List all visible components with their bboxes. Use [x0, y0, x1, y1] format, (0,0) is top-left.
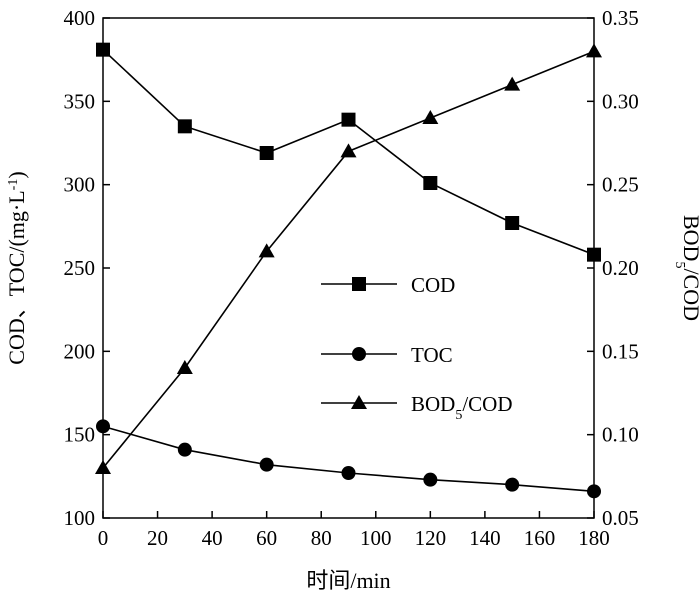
right-y-axis-title-sub: 5 [673, 261, 688, 268]
data-point [258, 243, 275, 258]
left-y-axis-title-main: COD、TOC/(mg·L [4, 190, 29, 364]
legend-label: TOC [411, 343, 453, 367]
left-y-axis-title-sup: -1 [6, 179, 21, 191]
series-triangle [95, 43, 602, 474]
x-tick-label: 40 [202, 526, 223, 550]
legend-label: BOD5/COD [411, 392, 513, 423]
right-y-tick-label: 0.20 [602, 256, 639, 280]
right-y-tick-label: 0.10 [602, 423, 639, 447]
right-y-axis-title-main: BOD [679, 215, 700, 261]
x-axis-title: 时间/min [306, 568, 390, 593]
series-line [102, 425, 595, 493]
data-point [177, 442, 192, 457]
data-point [341, 466, 356, 480]
series-layer [95, 42, 602, 499]
legend-marker [352, 347, 366, 361]
data-point [587, 247, 601, 262]
x-axis: 0 20 40 60 80 100 120 140 160 180 [98, 511, 610, 550]
data-point [96, 419, 110, 434]
right-y-axis-title: BOD5/COD [673, 215, 700, 321]
x-tick-label: 160 [524, 526, 556, 550]
right-y-axis: 0.05 0.10 0.15 0.20 0.25 0.30 0.35 [587, 6, 639, 530]
right-y-tick-label: 0.25 [602, 173, 639, 197]
left-y-tick-label: 250 [64, 256, 96, 280]
legend: COD TOC BOD5/COD [321, 273, 513, 423]
x-tick-label: 20 [147, 526, 168, 550]
x-tick-label: 0 [98, 526, 109, 550]
right-y-axis-title-rest: /COD [679, 268, 700, 321]
data-point [422, 110, 439, 124]
data-point [259, 457, 274, 472]
left-y-axis-title-close: ) [4, 171, 29, 178]
data-point [95, 460, 111, 474]
right-y-tick-label: 0.15 [602, 339, 639, 363]
left-y-axis-title: COD、TOC/(mg·L-1) [4, 171, 29, 364]
data-point [587, 484, 601, 499]
right-y-tick-label: 0.35 [602, 6, 639, 30]
x-tick-label: 80 [311, 526, 332, 550]
data-point [340, 143, 357, 158]
x-tick-label: 120 [415, 526, 447, 550]
data-point [96, 42, 110, 57]
legend-label: COD [411, 273, 455, 297]
data-point [177, 119, 192, 134]
data-point [341, 112, 356, 127]
data-point [505, 477, 520, 492]
data-point [505, 216, 520, 230]
x-tick-label: 60 [256, 526, 277, 550]
legend-marker [351, 395, 367, 409]
left-y-axis: 100 150 200 250 300 350 400 [64, 6, 110, 530]
left-y-tick-label: 150 [64, 423, 96, 447]
left-y-tick-label: 300 [64, 173, 96, 197]
left-y-tick-label: 100 [64, 506, 96, 530]
left-y-tick-label: 350 [64, 89, 96, 113]
right-y-tick-label: 0.30 [602, 89, 639, 113]
legend-marker [352, 277, 366, 291]
left-y-tick-label: 200 [64, 339, 96, 363]
data-point [423, 472, 438, 487]
data-point [586, 43, 602, 58]
data-point [259, 146, 274, 160]
plot-frame [102, 17, 595, 519]
data-point [504, 76, 521, 91]
x-tick-label: 100 [360, 526, 392, 550]
series-circle [96, 419, 601, 499]
left-y-tick-label: 400 [64, 6, 96, 30]
series-square [96, 42, 601, 262]
x-tick-label: 140 [469, 526, 501, 550]
plot-border [102, 17, 595, 519]
x-tick-label: 180 [578, 526, 610, 550]
data-point [423, 176, 438, 190]
right-y-tick-label: 0.05 [602, 506, 639, 530]
data-point [176, 360, 193, 374]
